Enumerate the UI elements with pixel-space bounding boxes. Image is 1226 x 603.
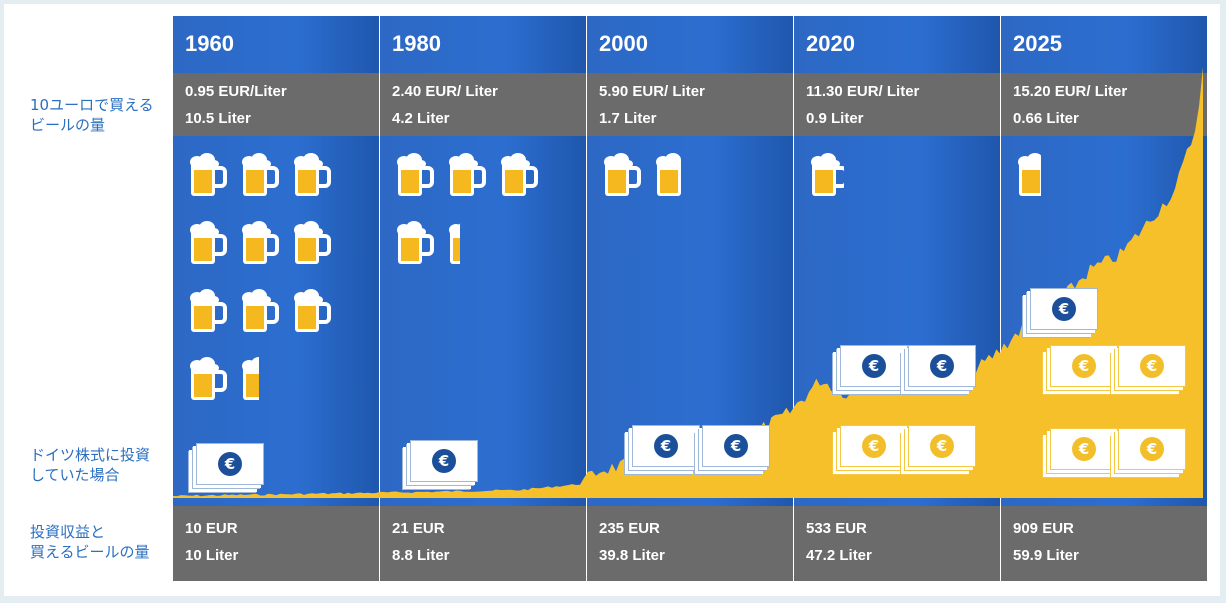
beer-mug-icon — [1015, 150, 1055, 200]
euro-coin-icon: € — [218, 452, 242, 476]
euro-banknote-icon: € — [840, 425, 908, 467]
euro-banknote-icon: € — [1050, 345, 1118, 387]
liters-for-10eur: 0.9 Liter — [806, 110, 864, 127]
beer-mug-icon — [394, 218, 434, 268]
beer-mug-icon — [187, 286, 227, 336]
beer-mug-icon — [291, 218, 331, 268]
price-box: 5.90 EUR/ Liter 1.7 Liter — [587, 73, 793, 136]
liters-from-investment: 47.2 Liter — [806, 547, 872, 564]
euro-coin-icon: € — [724, 434, 748, 458]
euro-banknote-icon: € — [632, 425, 700, 467]
investment-value: 235 EUR — [599, 520, 660, 537]
result-box: 909 EUR 59.9 Liter — [1001, 506, 1207, 581]
euro-banknote-icon: € — [908, 425, 976, 467]
panel-2000: 2000 5.90 EUR/ Liter 1.7 Liter 235 EUR 39.8 … — [587, 16, 793, 581]
euro-coin-icon: € — [1072, 354, 1096, 378]
euro-coin-icon: € — [862, 354, 886, 378]
price-per-liter: 15.20 EUR/ Liter — [1013, 83, 1128, 100]
result-box: 235 EUR 39.8 Liter — [587, 506, 793, 581]
result-box: 21 EUR 8.8 Liter — [380, 506, 586, 581]
euro-banknote-icon: € — [1118, 428, 1186, 470]
year-label: 1960 — [185, 31, 234, 56]
liters-for-10eur: 1.7 Liter — [599, 110, 657, 127]
investment-value: 21 EUR — [392, 520, 445, 537]
liters-from-investment: 10 Liter — [185, 547, 239, 564]
price-box: 11.30 EUR/ Liter 0.9 Liter — [794, 73, 1000, 136]
liters-from-investment: 8.8 Liter — [392, 547, 450, 564]
liters-for-10eur: 10.5 Liter — [185, 110, 251, 127]
euro-coin-icon: € — [930, 354, 954, 378]
euro-coin-icon: € — [1072, 437, 1096, 461]
euro-banknote-icon: € — [702, 425, 770, 467]
euro-coin-icon: € — [654, 434, 678, 458]
beer-mug-icon — [653, 150, 693, 200]
liters-from-investment: 59.9 Liter — [1013, 547, 1079, 564]
beer-mug-icon — [498, 150, 538, 200]
year-label: 1980 — [392, 31, 441, 56]
euro-banknote-icon: € — [1030, 288, 1098, 330]
beer-mug-icon — [291, 286, 331, 336]
price-per-liter: 11.30 EUR/ Liter — [806, 83, 920, 100]
price-box: 0.95 EUR/Liter 10.5 Liter — [173, 73, 379, 136]
label-beer-per-10eur: 10ユーロで買える ビールの量 — [30, 96, 154, 134]
price-per-liter: 2.40 EUR/ Liter — [392, 83, 498, 100]
euro-coin-icon: € — [1140, 437, 1164, 461]
euro-coin-icon: € — [862, 434, 886, 458]
liters-from-investment: 39.8 Liter — [599, 547, 665, 564]
price-per-liter: 5.90 EUR/ Liter — [599, 83, 705, 100]
beer-mug-icon — [239, 150, 279, 200]
beer-mug-icon — [601, 150, 641, 200]
year-label: 2025 — [1013, 31, 1062, 56]
beer-mug-icon — [239, 286, 279, 336]
price-box: 15.20 EUR/ Liter 0.66 Liter — [1001, 73, 1207, 136]
euro-banknote-icon: € — [908, 345, 976, 387]
euro-banknote-icon: € — [1050, 428, 1118, 470]
beer-mug-icon — [446, 218, 486, 268]
price-per-liter: 0.95 EUR/Liter — [185, 83, 287, 100]
euro-banknote-icon: € — [196, 443, 264, 485]
beer-mug-icon — [291, 150, 331, 200]
beer-mug-icon — [239, 354, 279, 404]
euro-banknote-icon: € — [1118, 345, 1186, 387]
beer-mug-icon — [187, 218, 227, 268]
price-box: 2.40 EUR/ Liter 4.2 Liter — [380, 73, 586, 136]
stock-growth-area-path — [173, 66, 1203, 499]
beer-mug-icon — [394, 150, 434, 200]
investment-value: 533 EUR — [806, 520, 867, 537]
result-box: 10 EUR 10 Liter — [173, 506, 379, 581]
beer-mug-icon — [446, 150, 486, 200]
euro-coin-icon: € — [432, 449, 456, 473]
liters-for-10eur: 0.66 Liter — [1013, 110, 1079, 127]
label-investment-result: 投資収益と 買えるビールの量 — [30, 523, 150, 561]
label-if-invested: ドイツ株式に投資 していた場合 — [30, 446, 151, 484]
euro-coin-icon: € — [1052, 297, 1076, 321]
year-label: 2020 — [806, 31, 855, 56]
investment-value: 909 EUR — [1013, 520, 1074, 537]
beer-mug-icon — [239, 218, 279, 268]
year-label: 2000 — [599, 31, 648, 56]
result-box: 533 EUR 47.2 Liter — [794, 506, 1000, 581]
investment-value: 10 EUR — [185, 520, 238, 537]
liters-for-10eur: 4.2 Liter — [392, 110, 450, 127]
euro-banknote-icon: € — [840, 345, 908, 387]
euro-coin-icon: € — [930, 434, 954, 458]
euro-banknote-icon: € — [410, 440, 478, 482]
beer-mug-icon — [808, 150, 848, 200]
beer-mug-icon — [187, 354, 227, 404]
beer-mug-icon — [187, 150, 227, 200]
euro-coin-icon: € — [1140, 354, 1164, 378]
